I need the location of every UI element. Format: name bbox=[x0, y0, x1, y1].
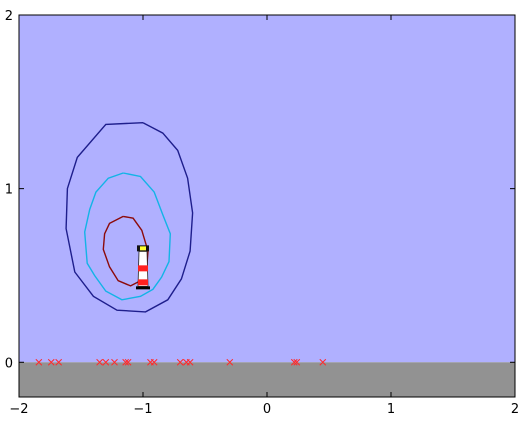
x-tick-label: −1 bbox=[133, 402, 152, 417]
y-tick-label: 1 bbox=[5, 183, 13, 198]
lighthouse-stripe bbox=[138, 279, 148, 285]
ground-region bbox=[19, 362, 515, 397]
lighthouse-stripe bbox=[138, 265, 148, 271]
x-tick-label: 0 bbox=[263, 402, 271, 417]
sky-region bbox=[19, 15, 515, 362]
x-tick-label: 1 bbox=[387, 402, 395, 417]
lighthouse-lamp bbox=[140, 246, 146, 250]
x-tick-label: −2 bbox=[9, 402, 28, 417]
y-tick-label: 0 bbox=[5, 356, 13, 371]
x-tick-label: 2 bbox=[511, 402, 519, 417]
lighthouse-base bbox=[136, 286, 150, 289]
plot-area bbox=[19, 15, 515, 397]
y-tick-label: 2 bbox=[5, 9, 13, 24]
